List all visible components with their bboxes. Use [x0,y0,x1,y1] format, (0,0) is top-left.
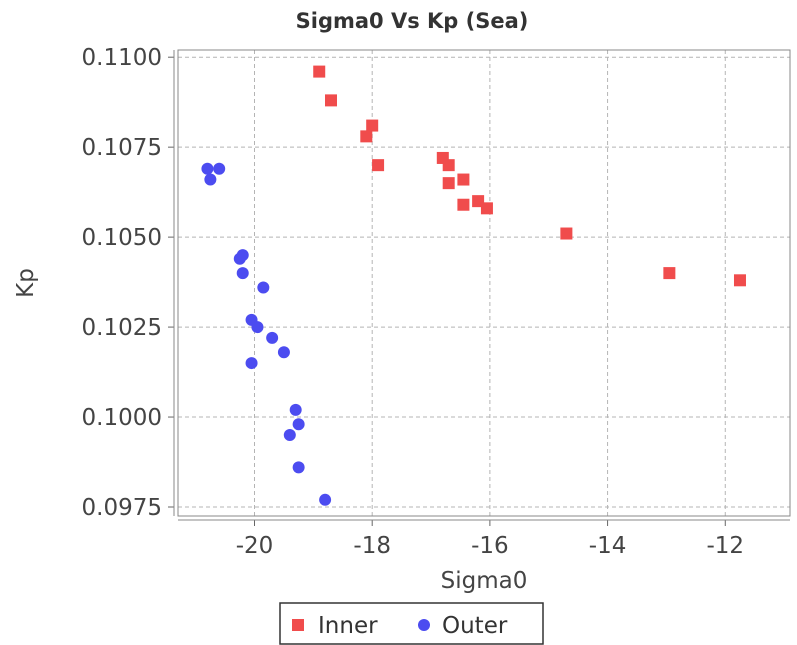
legend-label-outer: Outer [442,613,508,639]
point-inner [457,173,470,186]
grid-lines [178,50,790,516]
y-tick-label: 0.1100 [82,45,162,71]
y-tick-label: 0.0975 [82,495,162,521]
point-inner [313,65,326,78]
point-inner [366,119,379,132]
y-tick-label: 0.1050 [82,225,162,251]
x-tick-label: -12 [706,533,744,559]
point-outer [292,461,305,474]
y-tick-label: 0.1075 [82,135,162,161]
point-inner [442,177,455,190]
point-inner [372,159,385,172]
point-outer [245,357,258,370]
point-outer [236,267,249,280]
point-inner [560,227,573,240]
x-tick-label: -14 [589,533,627,559]
point-outer [292,418,305,431]
point-outer [204,173,217,186]
point-inner [442,159,455,172]
x-tick-label: -16 [471,533,509,559]
point-outer [319,493,332,506]
chart-title: Sigma0 Vs Kp (Sea) [296,9,529,33]
point-inner [480,202,493,215]
point-outer [289,403,302,416]
axes [168,50,790,526]
point-outer [257,281,270,294]
point-outer [251,321,264,334]
legend-marker-inner [292,619,304,631]
legend-label-inner: Inner [318,613,378,639]
point-inner [733,274,746,287]
point-outer [283,429,296,442]
x-tick-label: -18 [353,533,391,559]
point-inner [663,267,676,280]
tick-labels: -20 -18 -16 -14 -12 0.0975 0.1000 0.1025 0.1050 0… [82,45,745,559]
legend-marker-outer [418,619,430,631]
y-tick-label: 0.1025 [82,315,162,341]
legend-box [279,602,544,645]
point-inner [457,198,470,211]
point-outer [266,331,279,344]
point-outer [277,346,290,359]
legend: Inner Outer [279,602,544,645]
data-points [201,65,746,506]
point-inner [325,94,337,107]
x-axis-label: Sigma0 [441,568,528,594]
point-inner [360,130,373,143]
point-outer [213,162,226,175]
point-outer [233,252,246,265]
x-tick-label: -20 [236,533,274,559]
y-axis-label: Kp [13,268,39,298]
point-outer [201,162,214,175]
y-tick-label: 0.1000 [82,405,162,431]
plot-area-frame [177,49,791,517]
